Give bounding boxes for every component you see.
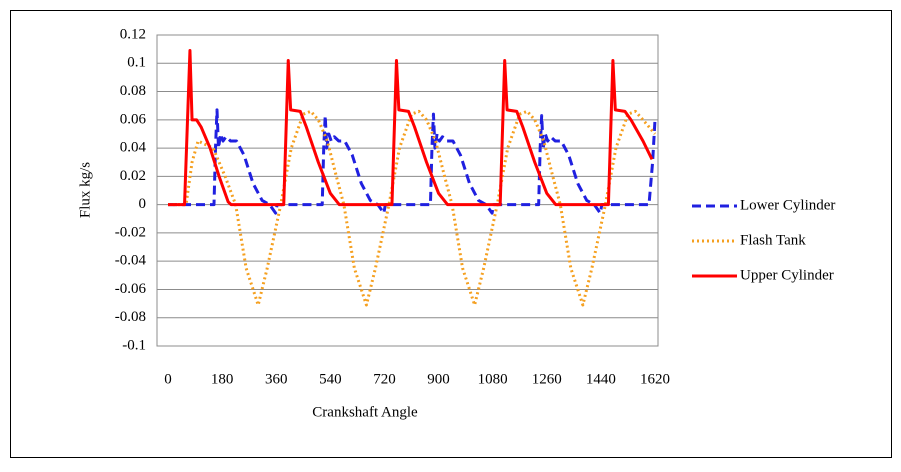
x-tick-label: 540 xyxy=(319,371,342,387)
y-tick-label: 0 xyxy=(139,196,147,212)
y-tick-label: 0.1 xyxy=(127,55,146,71)
y-tick-label: 0.06 xyxy=(120,111,147,127)
series-line xyxy=(168,49,654,207)
x-tick-label: 1080 xyxy=(478,371,508,387)
y-tick-label: 0.04 xyxy=(120,140,147,156)
x-tick-label: 1620 xyxy=(640,371,670,387)
x-axis-title: Crankshaft Angle xyxy=(312,404,418,420)
x-tick-label: 360 xyxy=(265,371,288,387)
x-tick-label: 180 xyxy=(211,371,234,387)
y-tick-label: -0.02 xyxy=(115,224,146,240)
legend-label: Lower Cylinder xyxy=(740,197,835,213)
legend-label: Flash Tank xyxy=(740,232,806,248)
x-tick-label: 0 xyxy=(164,371,172,387)
x-tick-label: 1260 xyxy=(532,371,562,387)
series-line xyxy=(168,109,657,307)
y-tick-label: 0.12 xyxy=(120,26,146,42)
x-tick-label: 720 xyxy=(373,371,396,387)
plot-frame xyxy=(156,34,659,347)
y-tick-label: 0.08 xyxy=(120,83,146,99)
y-tick-label: -0.08 xyxy=(115,309,146,325)
x-tick-label: 1440 xyxy=(586,371,616,387)
y-tick-label: -0.06 xyxy=(115,281,147,297)
y-tick-label: -0.04 xyxy=(115,253,147,269)
series-line xyxy=(168,108,657,215)
y-tick-label: 0.02 xyxy=(120,168,146,184)
y-tick-label: -0.1 xyxy=(122,337,146,353)
legend-label: Upper Cylinder xyxy=(740,267,834,283)
y-axis-title: Flux kg/s xyxy=(77,162,93,218)
x-tick-label: 900 xyxy=(427,371,450,387)
